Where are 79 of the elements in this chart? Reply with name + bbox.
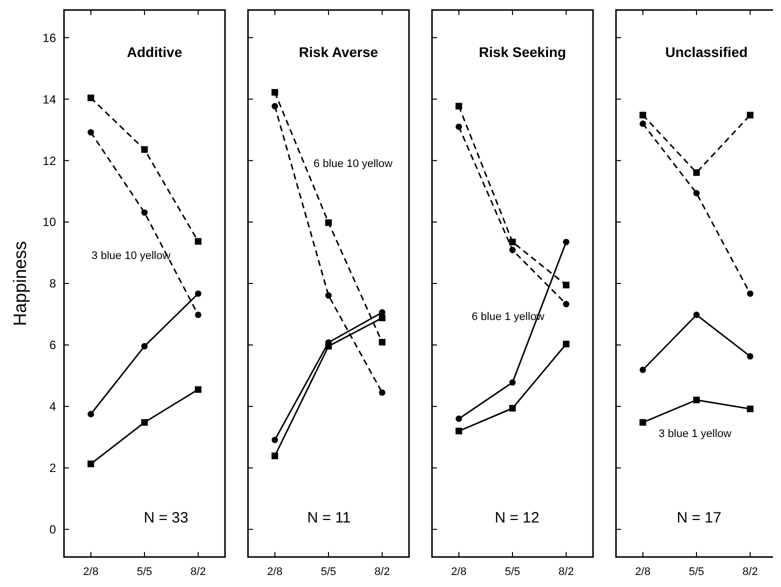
point bbox=[272, 89, 278, 96]
annotation: 3 blue 10 yellow bbox=[92, 250, 170, 262]
point bbox=[378, 389, 386, 396]
point bbox=[640, 120, 646, 127]
y-tick-label: 4 bbox=[49, 400, 56, 414]
point bbox=[194, 312, 202, 318]
point bbox=[509, 379, 516, 386]
point bbox=[746, 290, 754, 297]
y-tick-label: 12 bbox=[42, 154, 56, 168]
x-tick-label: 2/8 bbox=[267, 566, 282, 578]
point bbox=[456, 428, 462, 434]
x-tick-label: 2/8 bbox=[83, 566, 98, 578]
x-tick-label: 5/5 bbox=[136, 566, 152, 578]
point bbox=[562, 282, 570, 288]
y-tick-label: 10 bbox=[42, 215, 56, 230]
x-tick-label: 5/5 bbox=[320, 566, 336, 578]
x-tick-label: 8/2 bbox=[742, 566, 758, 578]
point bbox=[562, 340, 570, 348]
point bbox=[325, 292, 332, 299]
point bbox=[509, 238, 516, 246]
x-tick-label: 8/2 bbox=[374, 566, 390, 578]
text: Additive bbox=[126, 44, 182, 60]
point bbox=[272, 452, 278, 460]
y-tick-label: 14 bbox=[42, 92, 56, 106]
point bbox=[456, 416, 462, 422]
point bbox=[194, 290, 202, 297]
point bbox=[693, 312, 700, 318]
point bbox=[141, 146, 148, 153]
point bbox=[378, 338, 386, 346]
point bbox=[640, 366, 646, 374]
y-tick-label: 2 bbox=[49, 461, 56, 476]
point bbox=[640, 419, 646, 426]
point bbox=[746, 406, 754, 412]
point bbox=[693, 190, 700, 196]
point bbox=[141, 342, 148, 350]
point bbox=[456, 124, 462, 130]
point bbox=[325, 342, 332, 350]
point bbox=[194, 386, 202, 393]
point bbox=[562, 300, 570, 308]
y-tick-label: 8 bbox=[49, 276, 56, 291]
point bbox=[141, 209, 148, 216]
y-tick-label: 6 bbox=[49, 338, 56, 352]
y-tick-label: 16 bbox=[42, 30, 56, 45]
x-tick-label: 5/5 bbox=[688, 566, 704, 578]
x-tick-label: 5/5 bbox=[504, 566, 520, 578]
point bbox=[640, 112, 646, 118]
point bbox=[509, 246, 516, 254]
point bbox=[746, 112, 754, 118]
annotation: N = 11 bbox=[307, 509, 351, 526]
x-tick-label: 8/2 bbox=[558, 566, 574, 578]
annotation: N = 17 bbox=[676, 509, 722, 526]
point bbox=[562, 238, 570, 246]
point bbox=[88, 410, 94, 418]
annotation: 3 blue 1 yellow bbox=[658, 428, 732, 440]
point bbox=[746, 353, 754, 360]
point bbox=[693, 169, 700, 176]
point bbox=[509, 404, 516, 412]
annotation: 6 blue 10 yellow bbox=[314, 158, 392, 170]
point bbox=[88, 129, 94, 136]
x-tick-label: 2/8 bbox=[635, 566, 650, 578]
annotation: N = 12 bbox=[494, 509, 540, 526]
point bbox=[88, 460, 94, 468]
point bbox=[272, 102, 278, 110]
point bbox=[194, 238, 202, 245]
y-axis-title: Happiness bbox=[10, 240, 30, 326]
point bbox=[272, 436, 278, 444]
text: Risk Seeking bbox=[478, 44, 566, 60]
y-tick-label: 0 bbox=[49, 522, 56, 537]
point bbox=[456, 102, 462, 110]
point bbox=[141, 419, 148, 426]
x-tick-label: 2/8 bbox=[451, 566, 466, 578]
point bbox=[693, 396, 700, 404]
text: Risk Averse bbox=[298, 44, 378, 60]
point bbox=[378, 314, 386, 322]
x-tick-label: 8/2 bbox=[190, 566, 206, 578]
text: Unclassified bbox=[665, 44, 748, 60]
point bbox=[88, 94, 94, 102]
point bbox=[325, 219, 332, 226]
annotation: N = 33 bbox=[144, 509, 188, 526]
